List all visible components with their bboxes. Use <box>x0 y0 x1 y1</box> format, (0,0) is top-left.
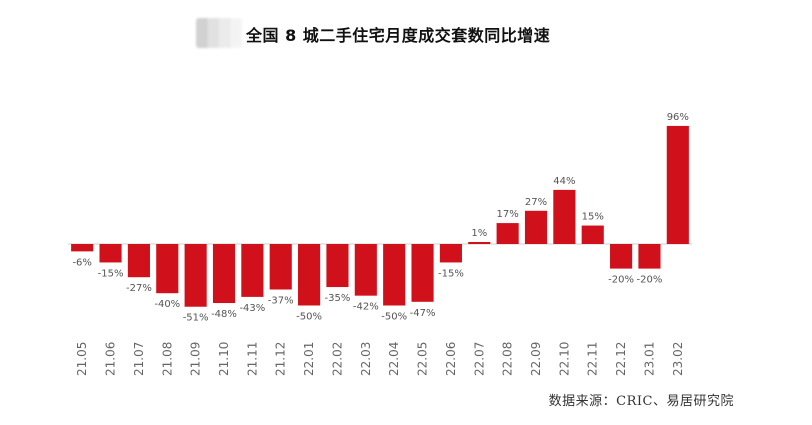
value-label: -50% <box>296 312 322 323</box>
bar-21.07 <box>127 244 150 278</box>
category-label: 22.04 <box>387 342 401 376</box>
category-label: 21.11 <box>245 342 259 376</box>
bar-21.05 <box>71 244 94 252</box>
bar-22.05 <box>411 244 434 302</box>
bar-23.02 <box>666 125 689 244</box>
bar-21.08 <box>156 244 179 294</box>
value-label: -15% <box>98 268 124 279</box>
category-label: 21.09 <box>189 342 203 376</box>
bar-22.07 <box>468 242 491 244</box>
value-label: 17% <box>497 209 519 220</box>
category-label: 22.09 <box>529 342 543 376</box>
category-label: 22.08 <box>501 342 515 376</box>
bar-21.11 <box>241 244 264 297</box>
bar-23.01 <box>638 244 661 269</box>
category-label: 22.10 <box>557 342 571 376</box>
bar-21.10 <box>212 244 236 304</box>
category-label: 22.01 <box>302 342 316 376</box>
value-label: -42% <box>353 302 379 313</box>
blurred-logo <box>196 18 242 48</box>
value-label: 1% <box>471 228 487 239</box>
category-label: 22.07 <box>472 342 486 376</box>
value-label: -51% <box>183 313 209 324</box>
bar-21.09 <box>184 244 207 307</box>
bar-21.06 <box>99 244 122 263</box>
category-label: 23.02 <box>671 342 685 376</box>
category-label: 21.07 <box>132 342 146 376</box>
value-label: -6% <box>72 257 91 268</box>
category-label: 22.03 <box>359 342 373 376</box>
value-label: -48% <box>211 309 237 320</box>
value-label: -27% <box>126 283 152 294</box>
bar-22.02 <box>326 244 349 288</box>
data-source: 数据来源：CRIC、易居研究院 <box>548 394 734 409</box>
value-label: -37% <box>268 296 294 307</box>
bar-22.06 <box>439 244 462 263</box>
value-label: -50% <box>381 312 407 323</box>
category-label: 22.12 <box>614 342 628 376</box>
bar-22.10 <box>553 189 576 244</box>
value-label: 44% <box>553 176 575 187</box>
chart-title: 全国 8 城二手住宅月度成交套数同比增速 <box>246 26 551 45</box>
category-label: 23.01 <box>642 342 656 376</box>
value-label: -20% <box>608 275 634 286</box>
value-label: -47% <box>410 308 436 319</box>
bar-22.12 <box>610 244 633 269</box>
value-label: -43% <box>239 303 265 314</box>
bar-22.09 <box>524 210 548 244</box>
bar-22.03 <box>354 244 377 296</box>
bar-22.04 <box>383 244 406 306</box>
value-label: -35% <box>325 293 351 304</box>
category-label: 22.06 <box>444 342 458 376</box>
category-label: 21.05 <box>75 342 89 376</box>
category-label: 22.05 <box>416 342 430 376</box>
bar-22.01 <box>298 244 321 306</box>
value-label: 27% <box>525 197 547 208</box>
category-label: 21.06 <box>104 342 118 376</box>
category-label: 21.08 <box>160 342 174 376</box>
value-label: 15% <box>582 212 604 223</box>
bar-21.12 <box>269 244 292 290</box>
value-label: -40% <box>154 299 180 310</box>
category-label: 22.11 <box>586 342 600 376</box>
value-label: 96% <box>667 112 689 123</box>
category-label: 21.12 <box>274 342 288 376</box>
category-label: 22.02 <box>330 342 344 376</box>
value-label: -20% <box>637 275 663 286</box>
bar-22.08 <box>496 223 519 244</box>
bar-22.11 <box>581 225 604 244</box>
value-label: -15% <box>438 268 464 279</box>
category-label: 21.10 <box>217 342 231 376</box>
